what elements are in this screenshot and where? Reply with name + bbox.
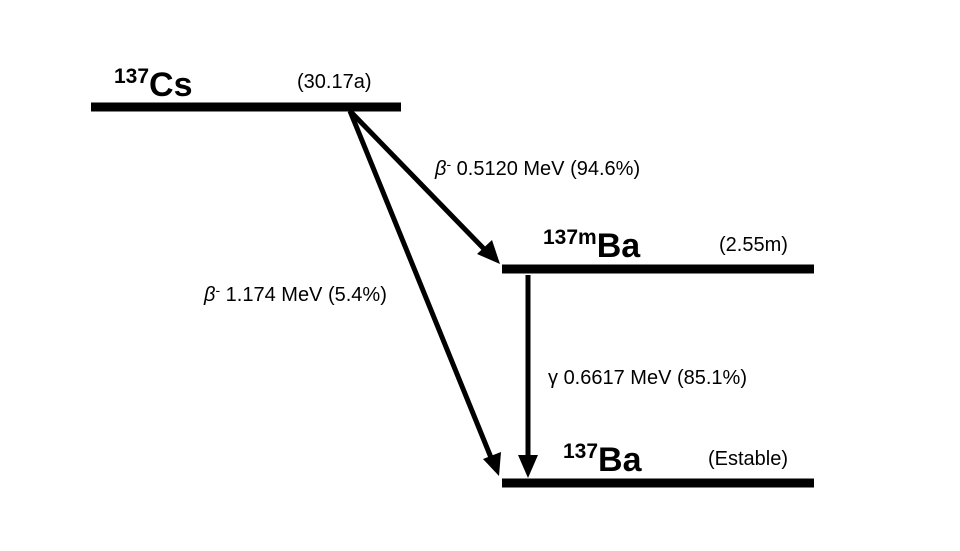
ba137-mass-number: 137 (563, 440, 599, 463)
ba137m-label: 137mBa (543, 226, 641, 265)
beta-main-arrow (348, 109, 500, 264)
beta-minor-text: 1.174 MeV (5.4%) (225, 284, 387, 306)
gamma-symbol: γ (548, 367, 558, 389)
ba137-half-life: (Estable) (708, 448, 789, 470)
cs137-label: 137Cs (114, 65, 193, 104)
beta-main-symbol: β- (435, 156, 452, 180)
beta-minor-symbol: β- (204, 282, 221, 306)
beta-minor-arrow (347, 110, 501, 476)
ba137m-mass-number: 137m (543, 226, 597, 249)
cs137-mass-number: 137 (114, 65, 150, 88)
beta-main-text: 0.5120 MeV (94.6%) (456, 158, 641, 180)
gamma-text: 0.6617 MeV (85.1%) (563, 367, 747, 389)
ba137-element: Ba (598, 441, 642, 479)
ba137m-half-life: (2.55m) (719, 234, 788, 256)
cs137-element: Cs (149, 66, 193, 104)
beta-main-label: β- 0.5120 MeV (94.6%) (435, 156, 641, 180)
gamma-arrow (518, 275, 538, 478)
ba137-label: 137Ba (563, 440, 642, 479)
cs137-half-life: (30.17a) (297, 71, 372, 93)
gamma-label: γ 0.6617 MeV (85.1%) (548, 368, 747, 388)
ba137m-element: Ba (596, 227, 641, 265)
beta-minor-label: β- 1.174 MeV (5.4%) (204, 282, 387, 306)
